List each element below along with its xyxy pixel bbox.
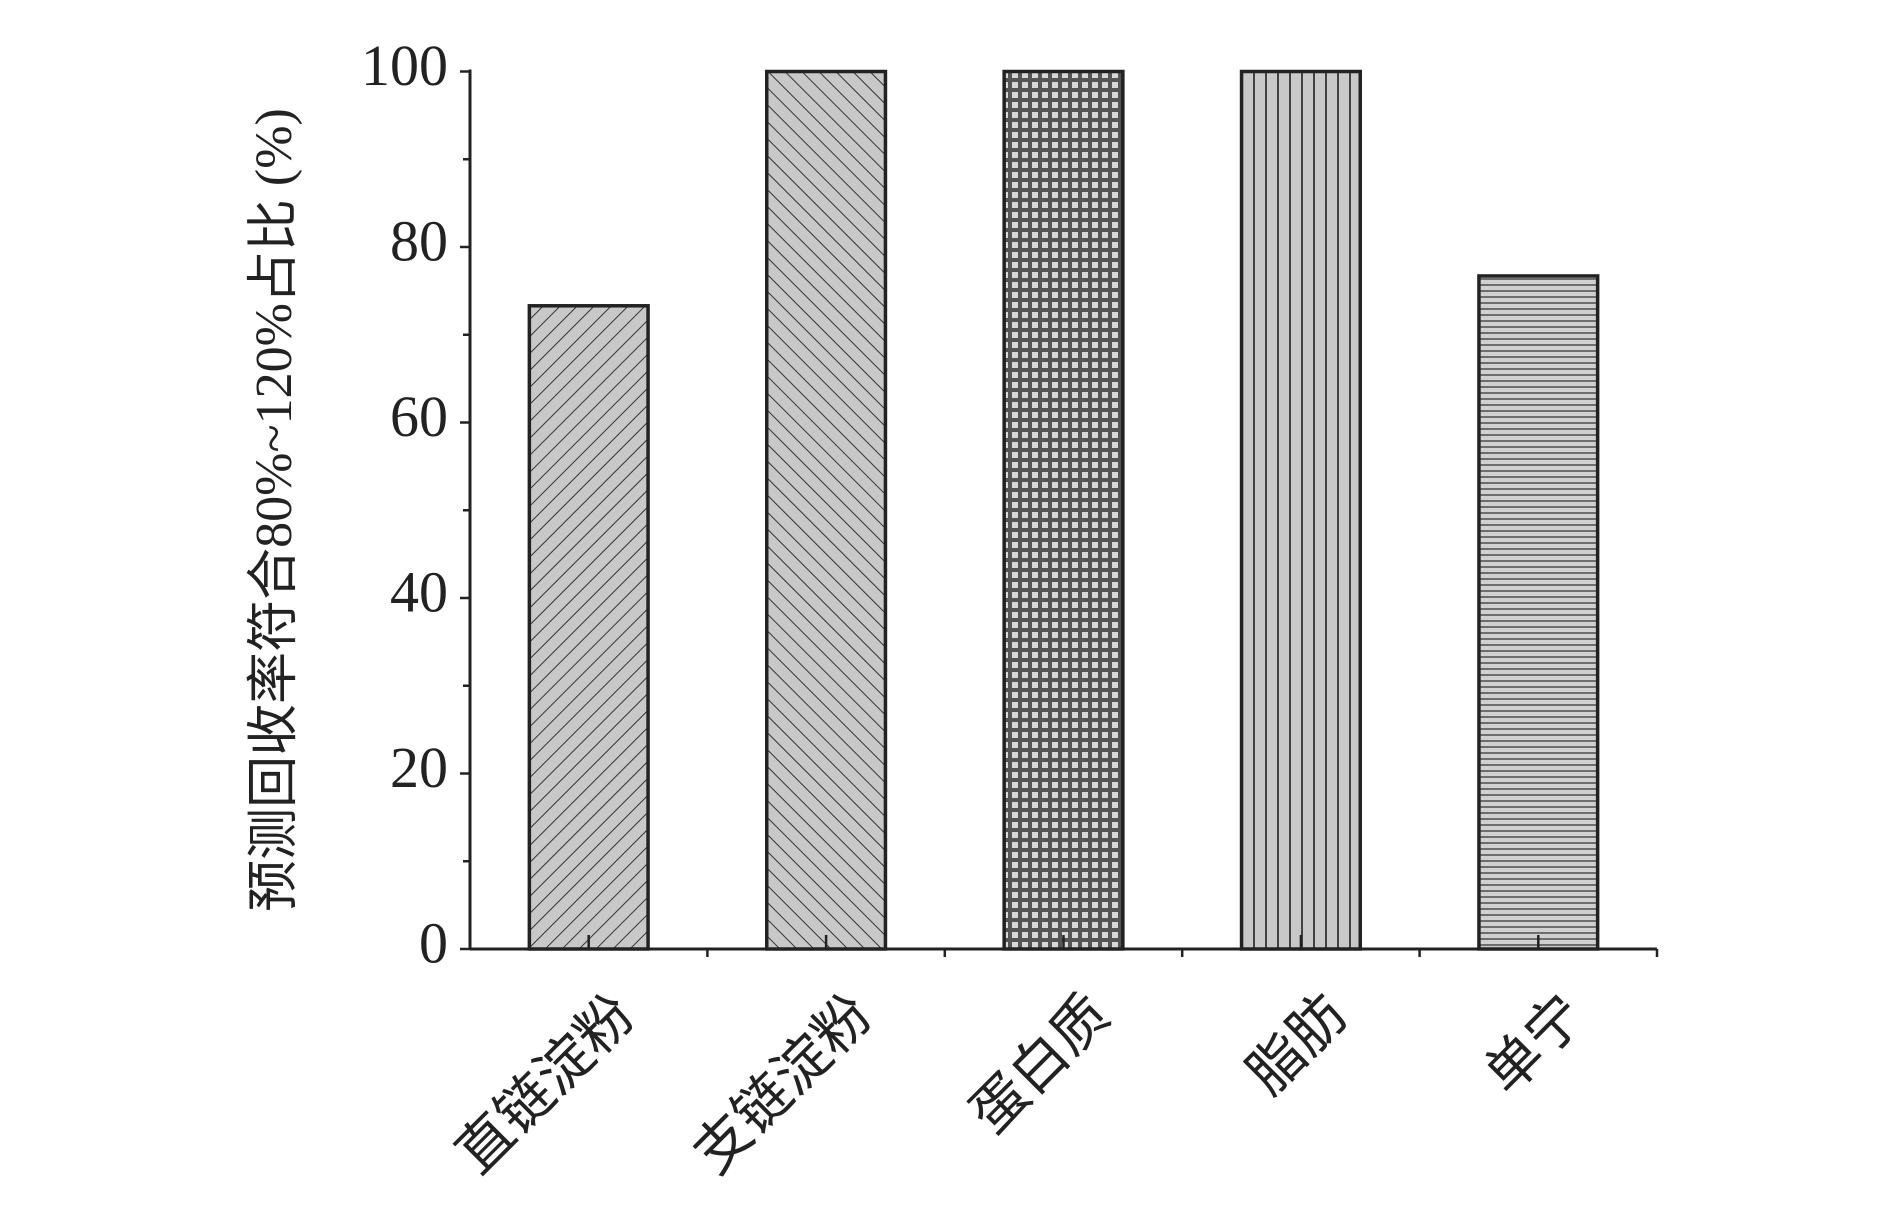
y-tick-label: 100	[361, 33, 448, 98]
bar	[1477, 274, 1600, 951]
x-tick-label: 单宁	[1474, 983, 1597, 1106]
bar	[1239, 69, 1363, 951]
x-tick-label: 支链淀粉	[682, 983, 884, 1185]
bar	[1002, 69, 1125, 951]
x-tick-label: 脂肪	[1236, 983, 1359, 1106]
y-tick-label: 60	[390, 384, 448, 449]
y-tick-label: 0	[419, 910, 448, 975]
x-tick-label: 蛋白质	[959, 983, 1122, 1146]
bar	[765, 69, 888, 951]
y-tick-label: 20	[390, 735, 448, 800]
x-tick-label: 直链淀粉	[445, 983, 647, 1185]
y-tick-label: 40	[390, 559, 448, 624]
bar	[527, 304, 650, 951]
y-tick-label: 80	[390, 208, 448, 273]
y-axis-label: 预测回收率符合80%~120%占比 (%)	[246, 108, 303, 912]
